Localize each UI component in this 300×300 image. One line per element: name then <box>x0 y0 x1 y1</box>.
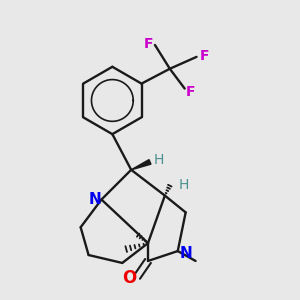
Polygon shape <box>131 160 151 170</box>
Text: F: F <box>143 37 153 51</box>
Text: O: O <box>122 269 136 287</box>
Text: H: H <box>154 153 164 167</box>
Text: F: F <box>200 49 209 63</box>
Text: F: F <box>186 85 195 98</box>
Text: N: N <box>179 245 192 260</box>
Text: H: H <box>178 178 189 192</box>
Text: N: N <box>88 192 101 207</box>
